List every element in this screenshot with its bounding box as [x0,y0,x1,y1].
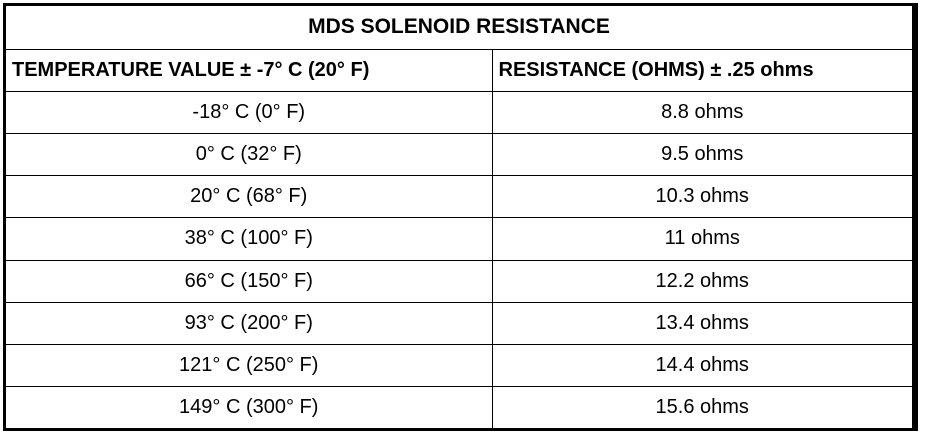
resistance-cell: 14.4 ohms [491,343,912,388]
column-header: TEMPERATURE VALUE ± -7° C (20° F) [6,48,493,92]
resistance-cell: 10.3 ohms [491,175,912,219]
title-row: MDS SOLENOID RESISTANCE [6,6,912,50]
temperature-cell: 20° C (68° F) [6,175,493,219]
data-row: 149° C (300° F) 15.6 ohms [6,386,912,428]
temperature-cell: 38° C (100° F) [6,217,493,261]
column-header: RESISTANCE (OHMS) ± .25 ohms [491,48,912,92]
temperature-cell: 149° C (300° F) [6,386,493,428]
resistance-cell: 13.4 ohms [491,301,912,345]
table-body: MDS SOLENOID RESISTANCE TEMPERATURE VALU… [6,6,912,428]
temperature-cell: 66° C (150° F) [6,259,493,303]
resistance-cell: 12.2 ohms [491,259,912,303]
resistance-cell: 8.8 ohms [491,90,912,134]
resistance-cell: 9.5 ohms [491,132,912,177]
data-row: -18° C (0° F) 8.8 ohms [6,90,912,134]
temperature-cell: 121° C (250° F) [6,343,493,388]
temperature-cell: -18° C (0° F) [6,90,493,134]
data-row: 38° C (100° F) 11 ohms [6,217,912,261]
resistance-cell: 11 ohms [491,217,912,261]
data-row: 66° C (150° F) 12.2 ohms [6,259,912,303]
data-row: 0° C (32° F) 9.5 ohms [6,132,912,177]
resistance-table: MDS SOLENOID RESISTANCE TEMPERATURE VALU… [6,6,912,428]
table-title: MDS SOLENOID RESISTANCE [6,6,912,50]
temperature-cell: 93° C (200° F) [6,301,493,345]
resistance-cell: 15.6 ohms [491,386,912,428]
temperature-cell: 0° C (32° F) [6,132,493,177]
data-row: 20° C (68° F) 10.3 ohms [6,175,912,219]
data-row: 121° C (250° F) 14.4 ohms [6,343,912,388]
table-frame: MDS SOLENOID RESISTANCE TEMPERATURE VALU… [3,3,918,431]
data-row: 93° C (200° F) 13.4 ohms [6,301,912,345]
header-row: TEMPERATURE VALUE ± -7° C (20° F) RESISTA… [6,48,912,92]
